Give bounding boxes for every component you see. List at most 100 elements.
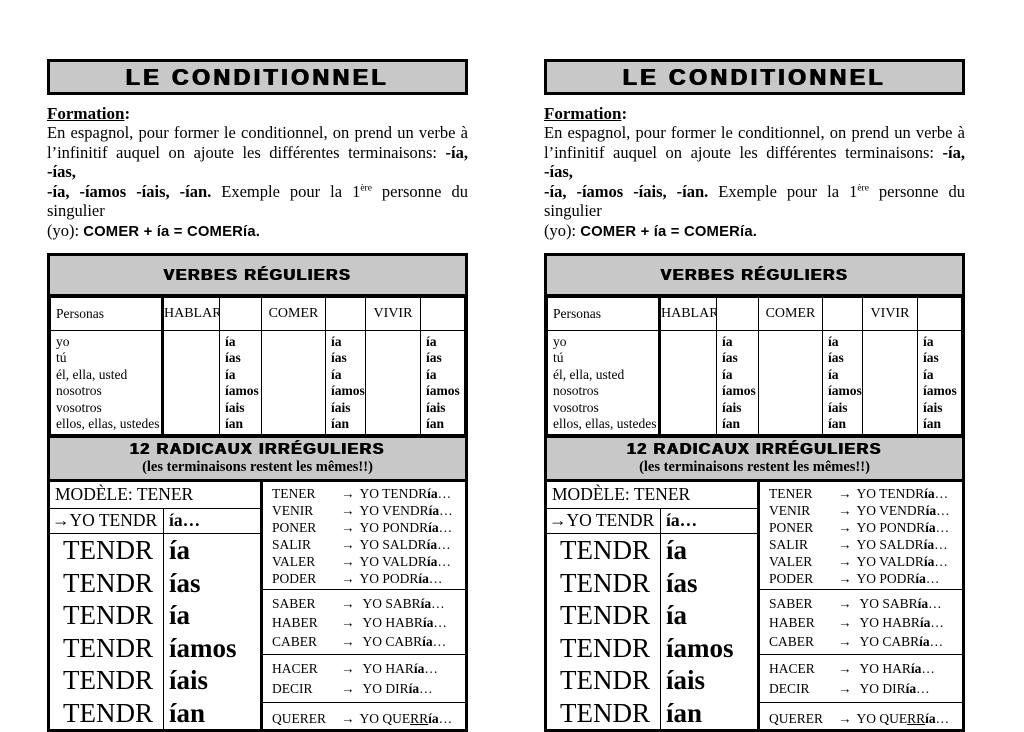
model-row: TENDR íamos [50,631,260,665]
comer-stem-cell [758,329,823,436]
form-stem: YO VALDR [856,554,924,570]
header-empty [420,297,465,331]
formation-text: personne du singulier [544,181,965,221]
formation-line-1: En espagnol, pour former le conditionnel… [47,123,468,143]
stem-cell: TENDR [50,534,164,567]
ordinal-superscript: ère [360,183,372,193]
regular-verbs-title: VERBES RÉGULIERS [163,267,352,284]
regular-table-body-row: yo tú él, ella, usted nosotros vosotros … [50,329,465,436]
infinitive: DECIR [769,681,810,697]
person: yo [56,334,70,349]
formation-text: l’infinitif auquel on ajoute les différe… [47,142,446,162]
form-stem: YO DIR [362,681,409,697]
header-hablar: HABLAR [659,297,717,331]
infinitive: VENIR [272,503,314,519]
vivir-endings: ía ías ía íamos íais ían [420,329,465,436]
form-ending: ía [420,596,432,612]
conditional-form: → YO VENDRía… [341,502,453,519]
form-ending: ía [919,634,930,650]
form-stem: YO QUE [856,711,908,727]
ending: ía [828,334,839,349]
header-empty [716,297,759,331]
form-stem: YO VENDR [359,503,429,519]
irregular-group-4: QUERER → YO QUERRía… [760,703,962,729]
vivir-endings: ía ías ía íamos íais ían [917,329,962,436]
formation-text: (yo): [47,220,84,240]
conditional-form: → YO QUERRía… [341,709,452,728]
model-header: MODÈLE: TENER [547,482,757,510]
ending: íamos [722,383,756,399]
ending: íamos [426,383,460,399]
formation-line-4: (yo): COMER + ía = COMERía. [47,221,468,243]
conditional-form: → YO TENDRía… [838,485,948,502]
irregular-verb-row: VENIR → YO VENDRía… [272,502,465,519]
model-arrow-stem: →YO TENDR [547,509,661,534]
comer-endings: ía ías ía íamos íais ían [325,329,366,436]
ending: ían [225,416,244,432]
model-row: TENDR ías [547,566,757,600]
irregular-verb-row: PODER → YO PODRía… [769,570,962,587]
conditional-form: → YO SALDRía… [838,536,948,553]
conditional-form: → YO HABRía… [341,613,447,632]
form-ellipsis: … [936,503,950,519]
header-comer: COMER [261,297,326,331]
header-empty [219,297,262,331]
infinitive: TENER [769,486,813,502]
ending: íais [426,399,446,415]
conditional-form: → YO CABRía… [838,632,943,651]
arrow-icon: → [341,711,355,727]
irregular-verbs-column: TENER → YO TENDRía… VENIR → YO VENDRía… PONE… [263,482,465,729]
arrow-icon: → [838,615,852,631]
irregular-subtitle: (les terminaisons restent les mêmes!!) [639,459,870,476]
irregular-verb-row: VENIR → YO VENDRía… [769,502,962,519]
arrow-icon: → [341,681,355,697]
ending: ía [331,366,342,382]
irregular-section: MODÈLE: TENER →YO TENDR ía… TENDR ía TEND… [50,482,465,730]
form-ending: ía [919,615,931,631]
header-empty [822,297,863,331]
ending: ían [331,416,350,432]
infinitive: CABER [769,634,815,650]
form-ellipsis: … [433,615,447,631]
regular-table-header-row: Personas HABLAR COMER VIVIR [50,297,465,331]
conditional-form: → YO PODRía… [838,570,939,587]
irregular-banner: 12 RADICAUX IRRÉGULIERS (les terminaison… [50,435,465,483]
ending: ías [722,350,738,366]
form-ellipsis: … [921,661,935,677]
form-ending: ía [910,661,922,677]
arrow-icon: → [838,503,852,519]
irregular-group-1: TENER → YO TENDRía… VENIR → YO VENDRía… PONE… [263,482,465,591]
formation-endings-bold: -ía, -íamos -íais, -ían. [544,181,709,201]
ending-cell: ías [169,567,201,598]
infinitive: SALIR [272,537,312,553]
header-hablar: HABLAR [162,297,220,331]
irregular-verb-row: TENER → YO TENDRía… [769,485,962,502]
form-ellipsis: … [930,615,944,631]
irregular-verb-row: HABER → YO HABRía… [272,613,465,632]
irregular-verb-row: HACER → YO HARía… [769,659,962,679]
form-ending: ía [917,596,929,612]
form-stem: YO CABR [362,634,423,650]
formation-section: Formation: En espagnol, pour former le c… [544,104,965,242]
infinitive: HABER [769,615,815,631]
infinitive: HACER [272,661,318,677]
form-ending: ía [422,615,434,631]
form-stem: YO QUE [359,711,411,727]
conditional-form: → YO HARía… [341,659,438,679]
ordinal-superscript: ère [857,183,869,193]
formation-line-3: -ía, -íamos -íais, -ían. Exemple pour la… [544,182,965,221]
irregular-verb-row: QUERER → YO QUERRía… [272,709,465,728]
irregular-verbs-column: TENER → YO TENDRía… VENIR → YO VENDRía… PONE… [760,482,962,729]
model-row: TENDR ía [547,534,757,567]
ending: ía [722,366,733,382]
formation-text: En espagnol, pour former le conditionnel… [47,123,468,142]
hablar-endings: ía ías ía íamos íais ían [219,329,262,436]
form-ellipsis: … [431,596,445,612]
formation-example: COMER + ía = COMERía. [580,223,758,240]
conditional-form: → YO PODRía… [341,570,442,587]
formation-text: Exemple pour la 1 [708,181,858,201]
model-row: TENDR ían [547,696,757,730]
formation-heading: Formation: [47,104,468,123]
person: vosotros [553,399,599,415]
regular-table-header-row: Personas HABLAR COMER VIVIR [547,297,962,331]
